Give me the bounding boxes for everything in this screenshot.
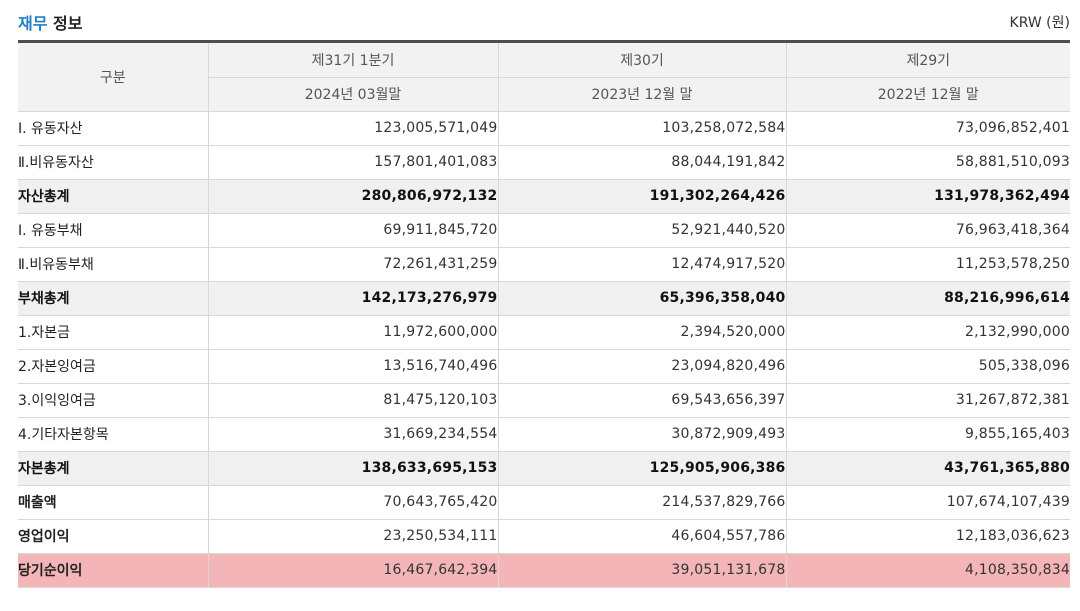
financial-table: 구분 제31기 1분기 제30기 제29기 2024년 03월말 2023년 1…: [18, 43, 1070, 588]
table-row: 4.기타자본항목 31,669,234,554 30,872,909,493 9,85…: [18, 417, 1070, 452]
value-cell: 214,537,829,766: [498, 485, 787, 520]
value-cell: 123,005,571,049: [208, 111, 499, 146]
value-cell: 65,396,358,040: [498, 281, 787, 316]
value-cell: 73,096,852,401: [786, 111, 1070, 146]
value-cell: 43,761,365,880: [786, 451, 1070, 486]
row-label: 영업이익: [18, 519, 209, 554]
row-label: Ⅰ. 유동자산: [18, 111, 209, 146]
value-cell: 12,183,036,623: [786, 519, 1070, 554]
column-period: 제29기: [786, 43, 1070, 78]
value-cell: 46,604,557,786: [498, 519, 787, 554]
value-cell: 52,921,440,520: [498, 213, 787, 248]
table-row: 3.이익잉여금 81,475,120,103 69,543,656,397 31,26…: [18, 383, 1070, 418]
value-cell: 11,972,600,000: [208, 315, 499, 350]
table-body: Ⅰ. 유동자산 123,005,571,049 103,258,072,584 73,…: [18, 111, 1070, 588]
value-cell: 30,872,909,493: [498, 417, 787, 452]
table-row: 부채총계 142,173,276,979 65,396,358,040 88,216,…: [18, 281, 1070, 316]
table-row: 1.자본금 11,972,600,000 2,394,520,000 2,132,99…: [18, 315, 1070, 350]
value-cell: 138,633,695,153: [208, 451, 499, 486]
table-row: 당기순이익 16,467,642,394 39,051,131,678 4,108,3…: [18, 553, 1070, 588]
table-row: 자산총계 280,806,972,132 191,302,264,426 131,97…: [18, 179, 1070, 214]
value-cell: 76,963,418,364: [786, 213, 1070, 248]
value-cell: 505,338,096: [786, 349, 1070, 384]
currency-unit: KRW (원): [1009, 15, 1070, 31]
row-label: Ⅰ. 유동부채: [18, 213, 209, 248]
value-cell: 280,806,972,132: [208, 179, 499, 214]
value-cell: 81,475,120,103: [208, 383, 499, 418]
table-row: Ⅱ.비유동자산 157,801,401,083 88,044,191,842 58,8…: [18, 145, 1070, 180]
row-label: 자산총계: [18, 179, 209, 214]
value-cell: 2,394,520,000: [498, 315, 787, 350]
value-cell: 131,978,362,494: [786, 179, 1070, 214]
corner-label: 구분: [18, 43, 209, 112]
value-cell: 88,216,996,614: [786, 281, 1070, 316]
value-cell: 125,905,906,386: [498, 451, 787, 486]
column-date: 2022년 12월 말: [786, 77, 1070, 112]
value-cell: 58,881,510,093: [786, 145, 1070, 180]
value-cell: 31,267,872,381: [786, 383, 1070, 418]
value-cell: 39,051,131,678: [498, 553, 787, 588]
table-row: Ⅰ. 유동부채 69,911,845,720 52,921,440,520 76,96…: [18, 213, 1070, 248]
title-accent: 재무: [18, 14, 48, 33]
value-cell: 72,261,431,259: [208, 247, 499, 282]
table-row: 영업이익 23,250,534,111 46,604,557,786 12,183,0…: [18, 519, 1070, 554]
row-label: 매출액: [18, 485, 209, 520]
value-cell: 12,474,917,520: [498, 247, 787, 282]
column-period: 제30기: [498, 43, 787, 78]
value-cell: 11,253,578,250: [786, 247, 1070, 282]
value-cell: 31,669,234,554: [208, 417, 499, 452]
value-cell: 103,258,072,584: [498, 111, 787, 146]
row-label: 4.기타자본항목: [18, 417, 209, 452]
value-cell: 23,250,534,111: [208, 519, 499, 554]
row-label: 3.이익잉여금: [18, 383, 209, 418]
value-cell: 70,643,765,420: [208, 485, 499, 520]
table-row: 2.자본잉여금 13,516,740,496 23,094,820,496 505,3…: [18, 349, 1070, 384]
row-label: 1.자본금: [18, 315, 209, 350]
value-cell: 13,516,740,496: [208, 349, 499, 384]
value-cell: 157,801,401,083: [208, 145, 499, 180]
header-row-period: 구분 제31기 1분기 제30기 제29기: [18, 43, 1070, 112]
row-label: 당기순이익: [18, 553, 209, 588]
table-row: 매출액 70,643,765,420 214,537,829,766 107,674,…: [18, 485, 1070, 520]
title-rest: 정보: [53, 14, 83, 33]
value-cell: 69,543,656,397: [498, 383, 787, 418]
column-date: 2024년 03월말: [208, 77, 499, 112]
panel-header: 재무 정보 KRW (원): [18, 8, 1070, 34]
row-label: 자본총계: [18, 451, 209, 486]
value-cell: 69,911,845,720: [208, 213, 499, 248]
value-cell: 88,044,191,842: [498, 145, 787, 180]
value-cell: 16,467,642,394: [208, 553, 499, 588]
table-row: Ⅰ. 유동자산 123,005,571,049 103,258,072,584 73,…: [18, 111, 1070, 146]
column-date: 2023년 12월 말: [498, 77, 787, 112]
row-label: Ⅱ.비유동부채: [18, 247, 209, 282]
value-cell: 107,674,107,439: [786, 485, 1070, 520]
value-cell: 142,173,276,979: [208, 281, 499, 316]
value-cell: 4,108,350,834: [786, 553, 1070, 588]
row-label: 2.자본잉여금: [18, 349, 209, 384]
table-row: 자본총계 138,633,695,153 125,905,906,386 43,761…: [18, 451, 1070, 486]
value-cell: 191,302,264,426: [498, 179, 787, 214]
row-label: Ⅱ.비유동자산: [18, 145, 209, 180]
table-row: Ⅱ.비유동부채 72,261,431,259 12,474,917,520 11,25…: [18, 247, 1070, 282]
value-cell: 2,132,990,000: [786, 315, 1070, 350]
value-cell: 9,855,165,403: [786, 417, 1070, 452]
header-row-date: 2024년 03월말 2023년 12월 말 2022년 12월 말: [18, 77, 1070, 112]
panel-title: 재무 정보: [18, 10, 82, 34]
top-rule: [18, 40, 1070, 43]
value-cell: 23,094,820,496: [498, 349, 787, 384]
row-label: 부채총계: [18, 281, 209, 316]
column-period: 제31기 1분기: [208, 43, 499, 78]
